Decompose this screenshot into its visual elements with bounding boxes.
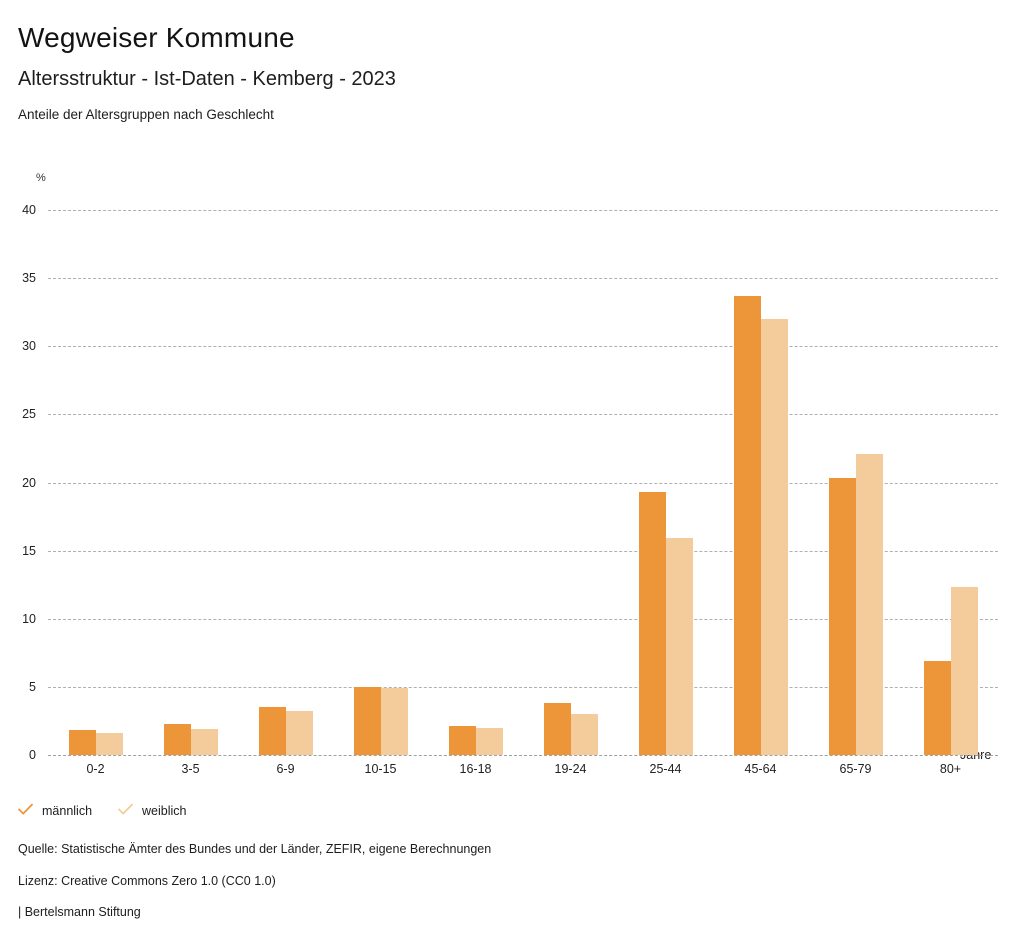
bar-6-9-männlich[interactable] <box>258 707 286 755</box>
footer-source: Quelle: Statistische Ämter des Bundes un… <box>18 842 492 856</box>
footer-publisher: | Bertelsmann Stiftung <box>18 905 141 919</box>
chart-legend: männlich weiblich <box>18 803 187 819</box>
bar-0-2-weiblich[interactable] <box>95 733 123 755</box>
bar-3-5-weiblich[interactable] <box>190 729 218 755</box>
bar-6-9-weiblich[interactable] <box>285 711 313 755</box>
x-axis-tick-label: 0-2 <box>86 762 105 776</box>
gridline <box>48 618 998 620</box>
bar-16-18-weiblich[interactable] <box>475 727 503 755</box>
bar-0-2-männlich[interactable] <box>68 730 96 755</box>
y-axis-tick-label: 15 <box>22 543 36 558</box>
bar-19-24-männlich[interactable] <box>543 703 571 755</box>
chart-subtitle: Altersstruktur - Ist-Daten - Kemberg - 2… <box>18 68 396 90</box>
bar-65-79-männlich[interactable] <box>828 478 856 755</box>
bar-16-18-männlich[interactable] <box>448 726 476 755</box>
x-axis-tick-label: 6-9 <box>276 762 295 776</box>
x-axis-tick-label: 25-44 <box>649 762 682 776</box>
gridline <box>48 686 998 688</box>
bar-19-24-weiblich[interactable] <box>570 714 598 755</box>
legend-label: weiblich <box>142 804 187 818</box>
x-axis-tick-label: 16-18 <box>459 762 492 776</box>
gridline <box>48 278 998 280</box>
y-axis-tick-label: 10 <box>22 611 36 626</box>
bar-80+-weiblich[interactable] <box>950 587 978 755</box>
bar-25-44-männlich[interactable] <box>638 492 666 755</box>
x-axis-tick-label: 19-24 <box>554 762 587 776</box>
x-axis-tick-label: 65-79 <box>839 762 872 776</box>
gridline <box>48 482 998 484</box>
y-axis-tick-label: 35 <box>22 271 36 286</box>
x-axis-tick-label: 10-15 <box>364 762 397 776</box>
gridline <box>48 550 998 552</box>
check-icon <box>18 803 33 819</box>
y-axis-unit-label: % <box>36 172 46 184</box>
y-axis-tick-label: 40 <box>22 203 36 217</box>
x-axis-tick-label: 3-5 <box>181 762 200 776</box>
bar-25-44-weiblich[interactable] <box>665 538 693 755</box>
bars-layer <box>68 295 978 755</box>
y-axis-tick-label: 20 <box>22 475 36 490</box>
bar-chart: % Jahre 0 5 10 15 20 25 30 35 40 0-2 3-5 6-9 10-15 1… <box>22 172 998 776</box>
legend-item-männlich[interactable]: männlich <box>18 803 92 819</box>
y-axis-tick-label: 30 <box>22 339 36 354</box>
y-axis-tick-label: 5 <box>29 679 36 694</box>
x-axis-tick-label: 80+ <box>939 762 962 776</box>
gridline <box>48 755 998 756</box>
bar-3-5-männlich[interactable] <box>163 723 191 755</box>
page-title: Wegweiser Kommune <box>18 22 295 53</box>
check-icon <box>118 803 133 819</box>
footer-license: Lizenz: Creative Commons Zero 1.0 (CC0 1… <box>18 873 276 888</box>
bar-80+-männlich[interactable] <box>923 661 951 755</box>
bar-10-15-weiblich[interactable] <box>380 688 408 755</box>
gridline <box>48 346 998 348</box>
bar-45-64-männlich[interactable] <box>733 295 761 755</box>
bar-65-79-weiblich[interactable] <box>855 453 883 755</box>
gridline <box>48 210 998 211</box>
chart-footer: Quelle: Statistische Ämter des Bundes un… <box>18 843 491 938</box>
bar-10-15-männlich[interactable] <box>353 686 381 755</box>
y-axis-tick-label: 0 <box>29 748 36 762</box>
chart-description: Anteile der Altersgruppen nach Geschlech… <box>18 107 274 122</box>
legend-label: männlich <box>42 804 93 818</box>
gridline <box>48 414 998 416</box>
x-axis-tick-label: 45-64 <box>744 762 777 776</box>
legend-item-weiblich[interactable]: weiblich <box>118 803 187 819</box>
y-axis-tick-label: 25 <box>22 407 36 422</box>
bar-45-64-weiblich[interactable] <box>760 319 788 755</box>
